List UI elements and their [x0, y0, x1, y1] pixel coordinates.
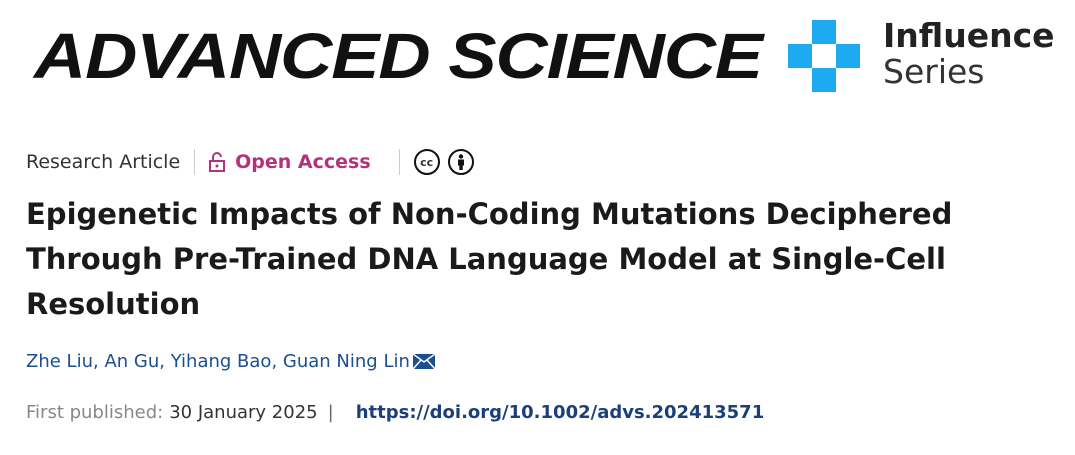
divider [194, 149, 196, 175]
author-link[interactable]: Guan Ning Lin [282, 351, 410, 372]
divider: | [327, 402, 334, 423]
journal-logo[interactable]: ADVANCED SCIENCE [34, 20, 763, 92]
article-type: Research Article [26, 151, 181, 173]
series-label: Series [883, 52, 985, 91]
cc-icon[interactable]: cc [413, 149, 440, 175]
divider [398, 149, 400, 175]
influence-series-logo-icon [788, 20, 860, 92]
author-link[interactable]: An Gu [104, 351, 160, 372]
email-icon[interactable] [412, 354, 435, 369]
doi-link[interactable]: https://doi.org/10.1002/advs.202413571 [355, 402, 765, 423]
series-name: Influence [883, 16, 1055, 55]
author-list: Zhe Liu, An Gu, Yihang Bao, Guan Ning Li… [26, 351, 435, 372]
publication-info: First published: 30 January 2025 | https… [26, 402, 764, 423]
author-link[interactable]: Zhe Liu [26, 351, 93, 372]
open-access-badge: Open Access [209, 151, 371, 173]
influence-series-logo: Influence Series [883, 18, 1055, 90]
by-attribution-icon[interactable] [447, 149, 474, 175]
license-icons[interactable]: cc [413, 149, 474, 175]
article-meta: Research Article Open Access cc [26, 148, 474, 176]
author-link[interactable]: Yihang Bao [170, 351, 272, 372]
published-date: 30 January 2025 [169, 402, 318, 423]
published-label: First published: [26, 402, 164, 423]
article-title: Epigenetic Impacts of Non-Coding Mutatio… [26, 197, 953, 321]
unlock-icon [209, 152, 226, 172]
